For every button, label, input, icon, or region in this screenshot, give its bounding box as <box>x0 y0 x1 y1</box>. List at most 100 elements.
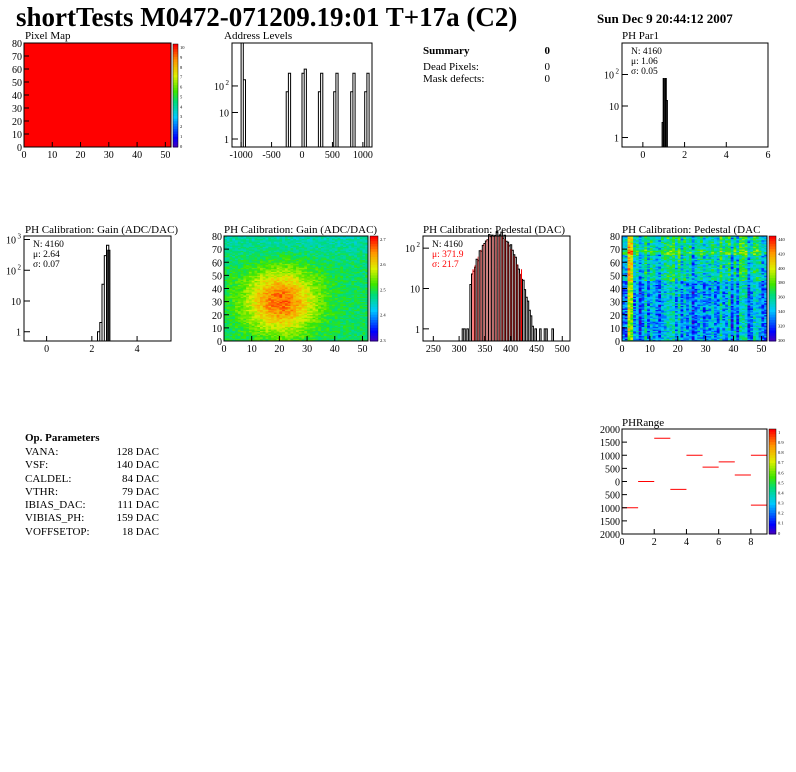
gain-map-cell <box>257 313 261 316</box>
gain-map-cell <box>235 305 239 308</box>
gain-map-cell <box>265 243 269 246</box>
x-tick-label: 2 <box>89 344 94 355</box>
gain-map-cell <box>271 243 275 246</box>
gain-map-cell <box>262 242 266 245</box>
gain-map-cell <box>254 322 258 325</box>
pixel-map-palette-band <box>173 116 178 120</box>
op-param-row: VOFFSETOP: 18 DAC <box>25 526 159 539</box>
gain-map-cell <box>229 237 233 240</box>
gain-map-cell <box>265 262 269 264</box>
gain-map-cell <box>271 301 275 304</box>
gain-map-cell <box>262 262 266 264</box>
gain-map-cell <box>232 243 236 246</box>
gain-map-cell <box>257 329 261 331</box>
gain-map-cell <box>224 246 228 249</box>
gain-map-cell <box>248 242 253 245</box>
gain-map-cell <box>229 337 233 339</box>
pixel-map-palette-band <box>173 56 178 60</box>
gain-map-cell <box>271 236 275 238</box>
gain-map-cell <box>243 259 247 262</box>
gain-map-cell <box>248 278 253 280</box>
gain-map-cell <box>237 278 242 280</box>
gain-map-cell <box>243 242 247 245</box>
gain-map-cell <box>237 300 242 303</box>
gain-map-cell <box>257 306 261 309</box>
gain-map-cell <box>235 243 239 246</box>
op-param-label: VOFFSETOP: <box>25 525 90 538</box>
gain-map-cell <box>265 287 269 289</box>
gain-map-cell <box>251 338 255 341</box>
gain-map-cell <box>232 292 236 295</box>
gain-map-cell <box>257 245 261 247</box>
op-param-value: 128 DAC <box>116 446 159 458</box>
gain-map-cell <box>240 334 244 337</box>
gain-map-cell <box>243 254 247 257</box>
gain-map-cell <box>237 327 242 330</box>
gain-map-palette-label: 2.5 <box>380 287 386 292</box>
op-param-value: 159 DAC <box>116 512 159 525</box>
gain-map-cell <box>237 236 242 238</box>
gain-map-cell <box>262 296 266 299</box>
gain-map-cell <box>240 249 244 251</box>
gain-map-cell <box>235 327 239 330</box>
gain-map-cell <box>243 305 247 308</box>
gain-map-cell <box>235 257 239 259</box>
gain-map-cell <box>240 274 244 276</box>
gain-map-cell <box>254 327 258 330</box>
gain-map-cell <box>237 258 242 261</box>
gain-map-cell <box>254 274 258 276</box>
gain-map-cell <box>246 238 250 241</box>
gain-map-cell <box>243 318 247 321</box>
gain-map-cell <box>273 325 278 327</box>
gain-map-cell <box>262 280 266 283</box>
gain-map-cell <box>273 333 278 335</box>
gain-map-cell <box>248 300 253 303</box>
gain-map-cell <box>251 279 255 282</box>
gain-map-cell <box>235 309 239 312</box>
gain-map-cell <box>237 251 242 254</box>
gain-map-cell <box>232 326 236 329</box>
gain-map-cell <box>268 249 272 251</box>
gain-map-cell <box>271 272 275 275</box>
gain-map-cell <box>271 285 275 288</box>
x-tick-label: 500 <box>555 344 570 355</box>
gain-map-cell <box>235 297 239 300</box>
pixel-map-palette-band <box>173 59 178 63</box>
gain-map-cell <box>237 338 242 341</box>
gain-map-cell <box>243 268 247 271</box>
gain-map-cell <box>240 312 244 314</box>
pixel-map-palette-label: 7 <box>180 75 183 80</box>
gain-map-cell <box>240 318 244 321</box>
gain-map-cell <box>271 242 275 245</box>
gain-map-cell <box>243 260 247 263</box>
pixel-map-palette-band <box>173 87 178 91</box>
gain-map-cell <box>243 251 247 254</box>
gain-map-cell <box>246 325 250 327</box>
x-tick-label: 20 <box>76 150 86 161</box>
gain-map-cell <box>251 335 255 338</box>
gain-map-cell <box>254 259 258 262</box>
gain-map-cell <box>257 275 261 278</box>
gain-map-cell <box>260 285 264 288</box>
gain-map-cell <box>235 287 239 289</box>
gain-map-cell <box>224 308 228 310</box>
gain-map-cell <box>235 247 239 250</box>
gain-map-cell <box>248 268 253 271</box>
gain-map-cell <box>235 337 239 339</box>
y-tick-exponent: 2 <box>616 68 620 76</box>
gain-map-cell <box>229 264 233 267</box>
gain-map-cell <box>237 275 242 278</box>
gain-map-cell <box>226 283 230 285</box>
gain-map-cell <box>246 287 250 289</box>
gain-map-cell <box>254 338 258 341</box>
stats-box <box>629 44 671 78</box>
gain-map-cell <box>246 239 250 242</box>
gain-map-cell <box>229 254 233 257</box>
gain-map-cell <box>262 323 266 326</box>
gain-map-cell <box>232 245 236 247</box>
x-tick-label: 50 <box>160 150 170 161</box>
gain-map-cell <box>260 314 264 317</box>
gain-map-cell <box>257 326 261 329</box>
gain-map-cell <box>262 254 266 257</box>
gain-map-cell <box>235 255 239 258</box>
